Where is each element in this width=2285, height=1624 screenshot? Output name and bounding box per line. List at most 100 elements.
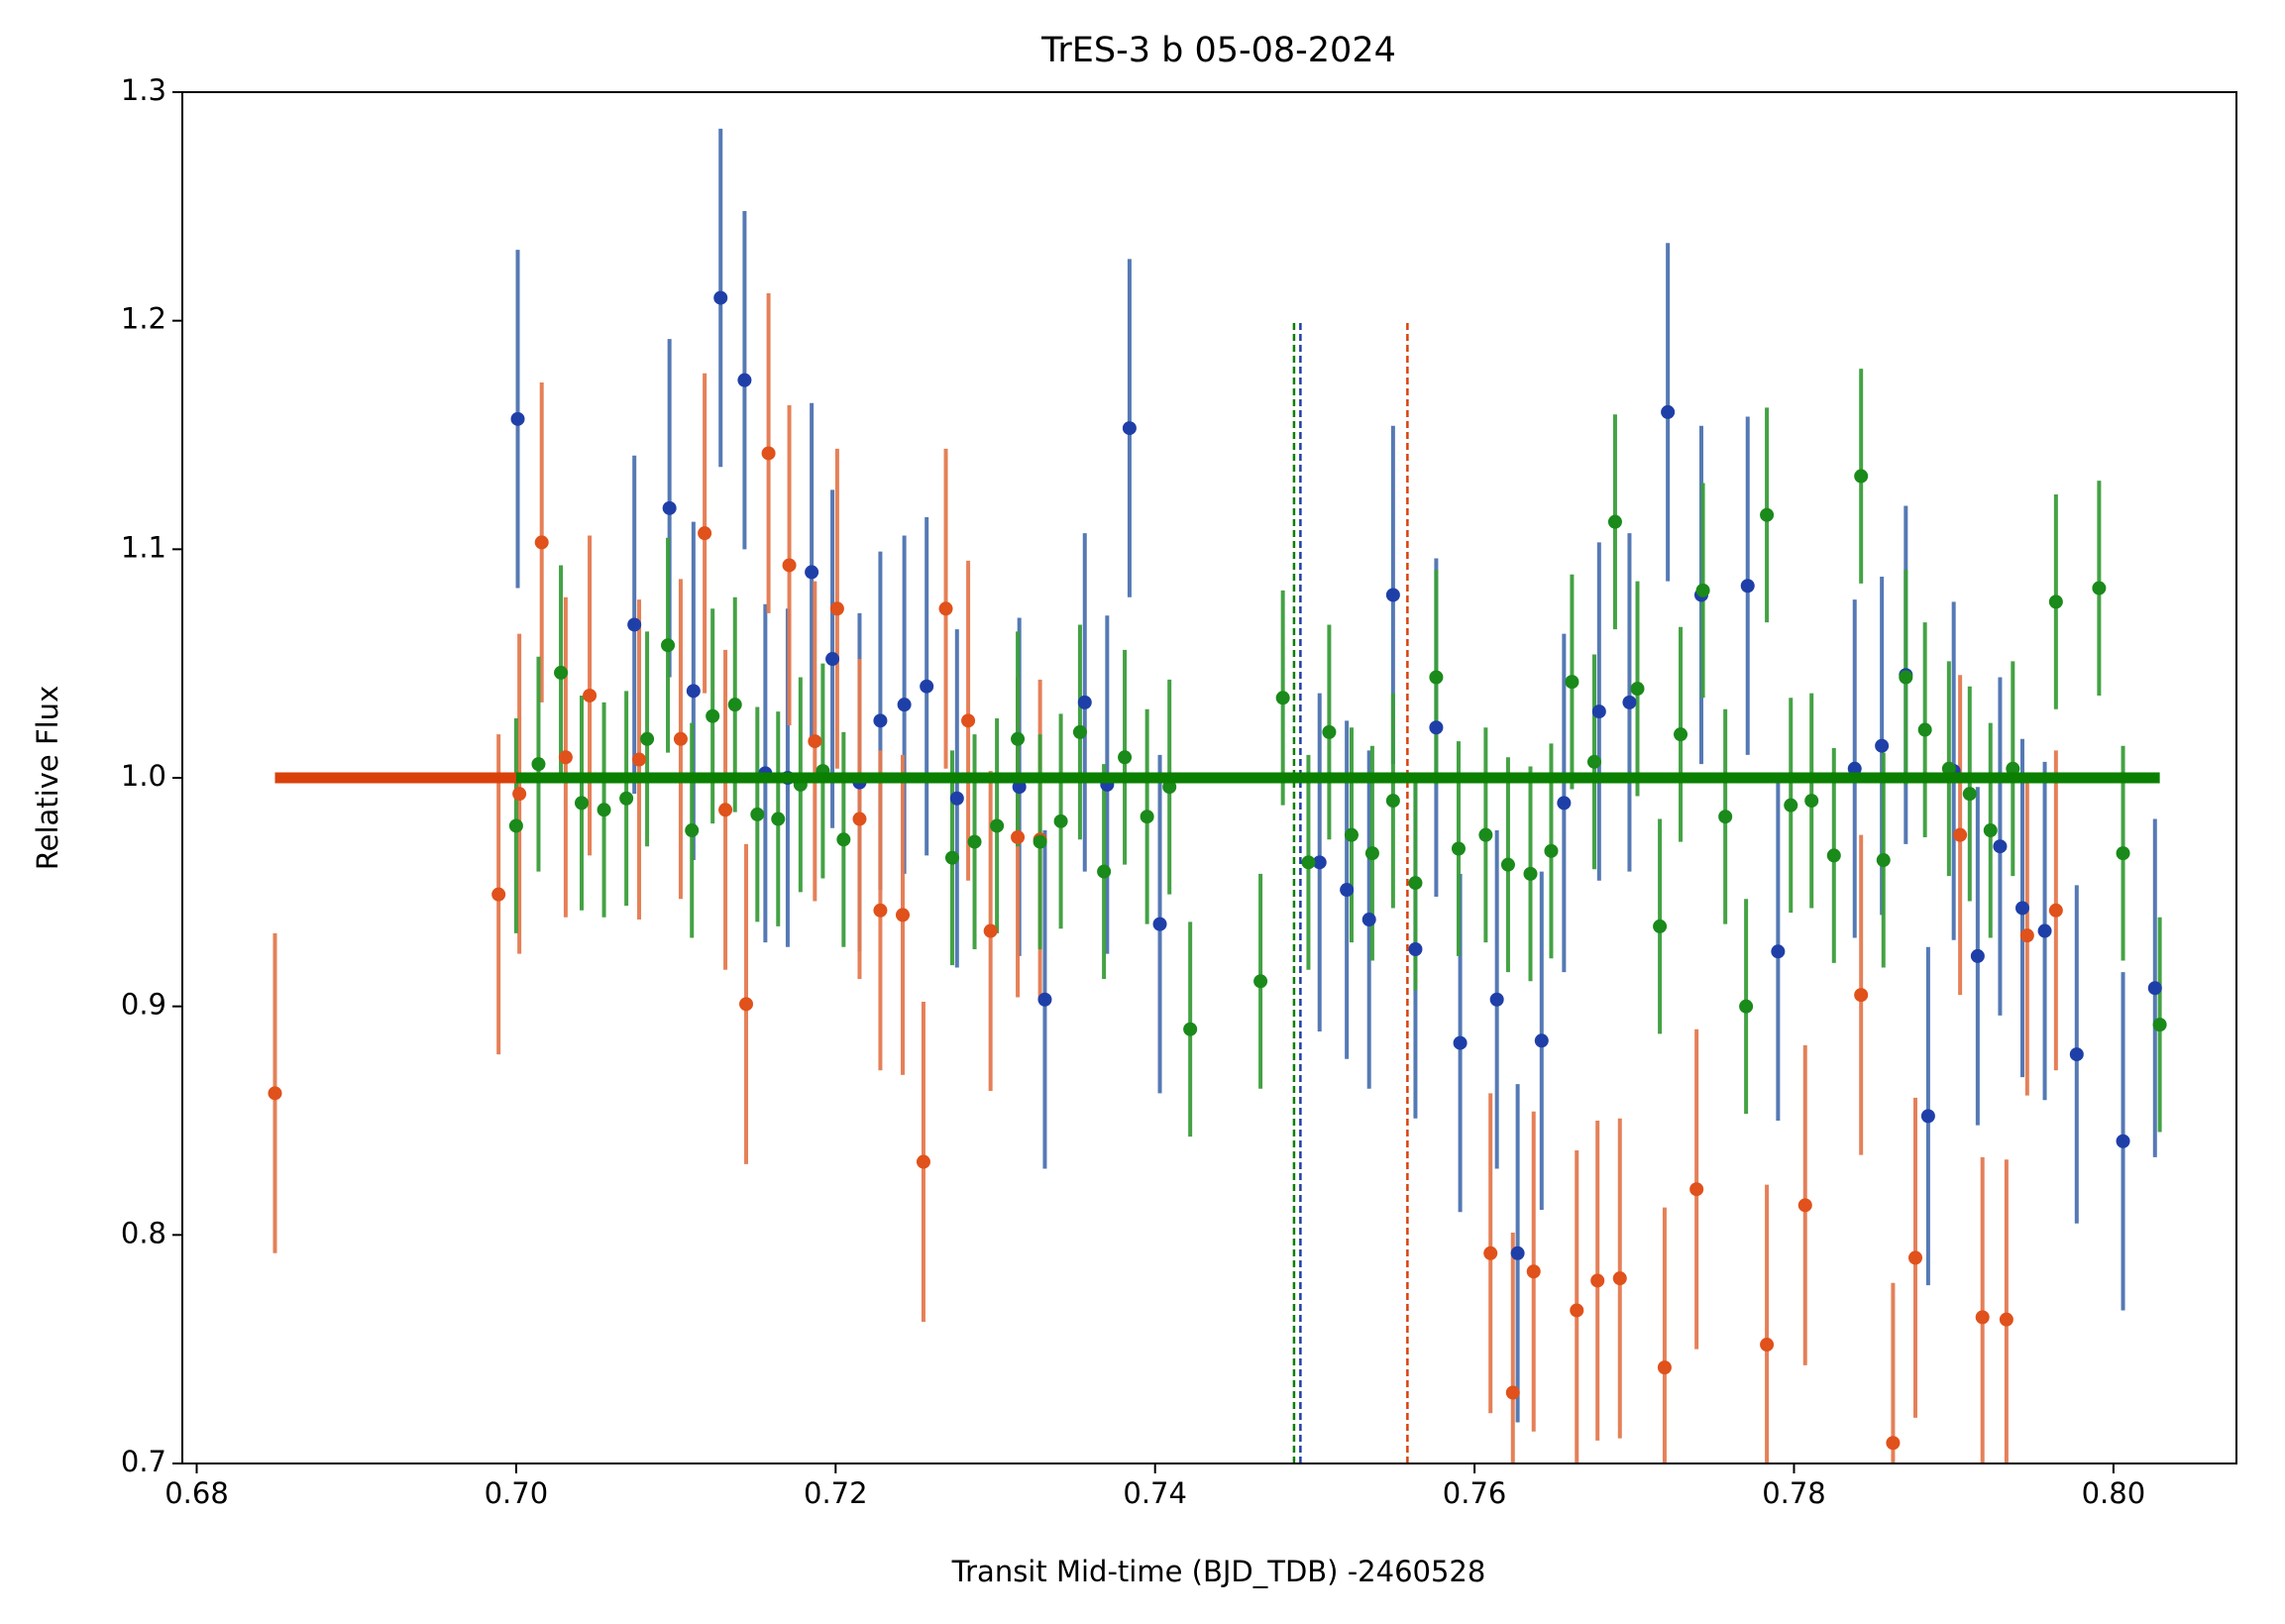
data-point (1500, 857, 1515, 872)
data-point (1077, 695, 1092, 709)
data-point (1544, 843, 1559, 858)
data-point (1630, 682, 1645, 697)
data-point (673, 731, 688, 746)
data-point (1876, 853, 1891, 868)
data-point (1344, 827, 1359, 842)
data-point (1429, 720, 1444, 735)
data-point (1917, 722, 1932, 737)
data-point (491, 887, 506, 902)
data-point (1657, 1360, 1672, 1375)
data-point (508, 818, 523, 833)
data-point (990, 818, 1005, 833)
data-point (852, 812, 867, 826)
x-tick-label: 0.80 (2082, 1476, 2146, 1510)
data-point (967, 834, 982, 849)
x-axis-label: Transit Mid-time (BJD_TDB) -2460528 (951, 1555, 1486, 1588)
data-point (1478, 827, 1493, 842)
data-point (983, 923, 998, 938)
data-point (1907, 1250, 1922, 1265)
data-point (1854, 469, 1869, 484)
data-point (718, 803, 733, 817)
data-point (1993, 839, 2008, 854)
data-point (1953, 827, 1968, 842)
data-point (1653, 919, 1668, 933)
data-point (2014, 901, 2029, 916)
x-tick-label: 0.74 (1123, 1476, 1187, 1510)
data-point (1253, 974, 1268, 989)
data-point (1612, 1271, 1627, 1286)
data-point (662, 500, 677, 515)
data-point (1534, 1033, 1549, 1048)
data-point (1361, 913, 1376, 927)
data-point (597, 803, 611, 817)
data-point (1886, 1436, 1901, 1451)
data-point (1140, 810, 1154, 824)
data-point (897, 698, 912, 712)
data-point (510, 411, 525, 426)
data-point (949, 791, 964, 806)
data-point (829, 601, 844, 616)
data-point (1072, 724, 1087, 739)
data-point (558, 750, 573, 765)
data-point (1970, 948, 1985, 963)
data-point (1275, 691, 1290, 705)
x-tick-label: 0.68 (164, 1476, 229, 1510)
y-tick-label: 1.3 (121, 73, 166, 107)
data-point (1429, 670, 1444, 685)
data-point (1122, 421, 1137, 436)
data-point (1622, 695, 1637, 709)
data-point (1797, 1198, 1812, 1213)
data-point (739, 997, 754, 1012)
data-point (2037, 923, 2052, 938)
data-point (750, 807, 765, 821)
x-tick-label: 0.72 (804, 1476, 868, 1510)
data-point (619, 791, 634, 806)
y-tick-label: 0.9 (121, 988, 166, 1022)
data-point (771, 812, 786, 826)
y-tick-label: 1.2 (121, 302, 166, 336)
data-point (1053, 813, 1068, 828)
data-point (512, 787, 527, 802)
data-point (2092, 581, 2107, 595)
data-point (1760, 507, 1775, 522)
data-point (627, 617, 642, 632)
x-tick-label: 0.76 (1443, 1476, 1507, 1510)
data-point (2048, 903, 2063, 918)
data-point (1037, 992, 1052, 1007)
data-point (1784, 798, 1798, 812)
data-point (1505, 1385, 1520, 1400)
data-point (583, 688, 598, 703)
data-point (2152, 1018, 2167, 1032)
y-axis-label: Relative Flux (31, 686, 64, 870)
data-point (1718, 810, 1733, 824)
data-point (808, 734, 822, 749)
data-point (1483, 1245, 1498, 1260)
data-point (805, 565, 819, 580)
data-point (1489, 992, 1504, 1007)
data-point (1847, 761, 1862, 776)
data-point (1012, 780, 1027, 795)
data-point (938, 601, 953, 616)
data-point (686, 684, 701, 699)
data-point (1590, 1273, 1605, 1288)
x-tick-label: 0.78 (1762, 1476, 1826, 1510)
data-point (1385, 588, 1400, 602)
data-point (1408, 942, 1423, 956)
data-point (1695, 583, 1710, 597)
data-point (1011, 731, 1026, 746)
data-point (920, 679, 934, 694)
data-point (632, 752, 647, 767)
data-point (782, 558, 797, 573)
data-point (2019, 928, 2034, 943)
data-point (1962, 787, 1977, 802)
data-point (1097, 864, 1112, 879)
data-point (1118, 750, 1133, 765)
data-point (640, 731, 655, 746)
data-point (873, 903, 888, 918)
data-point (1999, 1312, 2013, 1327)
data-point (1920, 1109, 1935, 1124)
data-point (1033, 834, 1047, 849)
data-point (761, 446, 776, 461)
data-point (1162, 780, 1177, 795)
